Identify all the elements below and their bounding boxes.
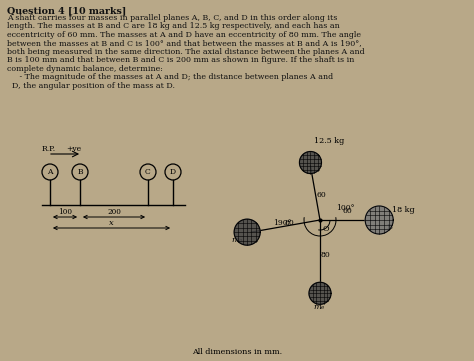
Text: B: B [77, 168, 83, 176]
Text: 190°: 190° [273, 219, 292, 227]
Text: length. The masses at B and C are 18 kg and 12.5 kg respectively, and each has a: length. The masses at B and C are 18 kg … [7, 22, 340, 30]
Text: A: A [47, 168, 53, 176]
Polygon shape [234, 219, 260, 245]
Text: both being measured in the same direction. The axial distance between the planes: both being measured in the same directio… [7, 48, 365, 56]
Text: between the masses at B and C is 100° and that between the masses at B and A is : between the masses at B and C is 100° an… [7, 39, 362, 47]
Text: C: C [313, 154, 319, 162]
Text: 80: 80 [285, 219, 294, 227]
Text: Question 4 [10 marks]: Question 4 [10 marks] [7, 6, 127, 15]
Text: - The magnitude of the masses at A and D; the distance between planes A and: - The magnitude of the masses at A and D… [7, 73, 333, 81]
Text: All dimensions in mm.: All dimensions in mm. [192, 348, 282, 356]
Text: B is 100 mm and that between B and C is 200 mm as shown in figure. If the shaft : B is 100 mm and that between B and C is … [7, 56, 355, 64]
Polygon shape [365, 206, 393, 234]
Text: 100: 100 [58, 208, 72, 216]
Text: 18 kg: 18 kg [392, 206, 415, 214]
Text: complete dynamic balance, determine:: complete dynamic balance, determine: [7, 65, 163, 73]
Polygon shape [300, 152, 321, 174]
Text: 60: 60 [316, 191, 326, 199]
Text: 12.5 kg: 12.5 kg [314, 137, 345, 145]
Text: B: B [387, 223, 393, 231]
Text: D, the angular position of the mass at D.: D, the angular position of the mass at D… [7, 82, 175, 90]
Text: +ve: +ve [66, 145, 81, 153]
Text: 80: 80 [320, 251, 330, 259]
Text: O: O [323, 225, 329, 233]
Text: A shaft carries four masses in parallel planes A, B, C, and D in this order alon: A shaft carries four masses in parallel … [7, 14, 337, 22]
Text: C: C [145, 168, 151, 176]
Text: mₑ: mₑ [313, 303, 325, 311]
Polygon shape [309, 282, 331, 304]
Text: 100°: 100° [336, 204, 355, 212]
Text: D: D [170, 168, 176, 176]
Text: R.P.: R.P. [42, 145, 56, 153]
Text: mₐ: mₐ [231, 236, 243, 244]
Text: 200: 200 [107, 208, 121, 216]
Text: 60: 60 [343, 207, 352, 215]
Text: x: x [109, 219, 114, 227]
Text: eccentricity of 60 mm. The masses at A and D have an eccentricity of 80 mm. The : eccentricity of 60 mm. The masses at A a… [7, 31, 361, 39]
